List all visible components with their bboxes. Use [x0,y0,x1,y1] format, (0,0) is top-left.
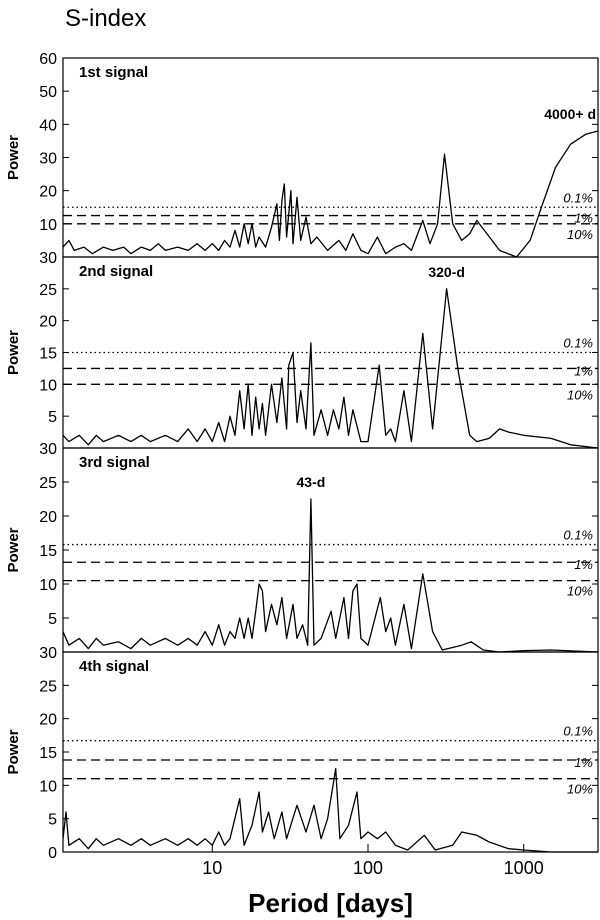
threshold-label: 10% [567,387,593,402]
y-axis-label: Power [5,135,22,180]
y-axis-label: Power [5,330,22,375]
y-tick-label: 30 [39,441,57,458]
plot-frame [62,447,599,653]
panel: 0 5 10 15 20 25 30 0.1% 1% 10% 4th signal Power 10 10… [5,645,599,918]
y-tick-label: 20 [39,509,57,526]
y-tick-label: 20 [39,184,57,201]
panel-title: 3rd signal [79,454,150,471]
x-tick-label: 100 [353,858,383,878]
y-tick-label: 10 [39,577,57,594]
plot-frame [62,651,599,853]
y-tick-label: 40 [39,117,57,134]
y-axis-label: Power [5,729,22,774]
y-tick-label: 10 [39,377,57,394]
y-tick-label: 30 [39,151,57,168]
y-tick-label: 5 [48,611,57,628]
series-line [62,288,599,449]
panel: 5 10 15 20 25 30 0.1% 1% 10% 3rd signal Power 43-d [5,441,599,653]
series-line [62,130,599,258]
y-tick-label: 0 [48,845,57,862]
threshold-label: 10% [567,782,593,797]
y-tick-label: 5 [48,812,57,829]
y-tick-label: 15 [39,745,57,762]
peak-annotation: 43-d [297,474,326,490]
series-line [62,768,598,853]
threshold-label: 1% [574,755,593,770]
y-tick-label: 30 [39,250,57,267]
y-tick-label: 5 [48,409,57,426]
y-tick-label: 20 [39,314,57,331]
threshold-label: 10% [567,227,593,242]
y-tick-label: 15 [39,346,57,363]
threshold-label: 1% [574,557,593,572]
threshold-label: 0.1% [563,336,593,351]
threshold-label: 1% [574,363,593,378]
threshold-label: 0.1% [563,190,593,205]
panel-title: 1st signal [79,64,148,81]
y-tick-label: 10 [39,217,57,234]
panel-title: 2nd signal [79,263,153,280]
panel-title: 4th signal [79,658,149,675]
panel: 5 10 15 20 25 30 0.1% 1% 10% 2nd signal Power 320-d [5,250,599,449]
threshold-label: 0.1% [563,528,593,543]
y-tick-label: 30 [39,645,57,662]
x-tick-label: 1000 [504,858,544,878]
x-axis-label: Period [days] [248,888,413,918]
y-tick-label: 25 [39,475,57,492]
plot-frame [62,57,599,258]
peak-annotation: 4000+ d [544,106,596,122]
series-line [62,498,599,653]
threshold-label: 0.1% [563,724,593,739]
x-tick-label: 10 [202,858,222,878]
threshold-label: 10% [567,584,593,599]
y-tick-label: 25 [39,678,57,695]
figure-title: S-index [65,5,146,32]
panel: 10 20 30 40 50 60 0.1% 1%10% 1st signal Power 4000… [5,51,599,258]
y-axis-label: Power [5,527,22,572]
y-tick-label: 10 [39,778,57,795]
y-tick-label: 50 [39,84,57,101]
threshold-label: 1% [574,211,593,226]
y-tick-label: 25 [39,282,57,299]
y-tick-label: 60 [39,51,57,68]
y-tick-label: 15 [39,543,57,560]
peak-annotation: 320-d [428,264,465,280]
y-tick-label: 20 [39,712,57,729]
